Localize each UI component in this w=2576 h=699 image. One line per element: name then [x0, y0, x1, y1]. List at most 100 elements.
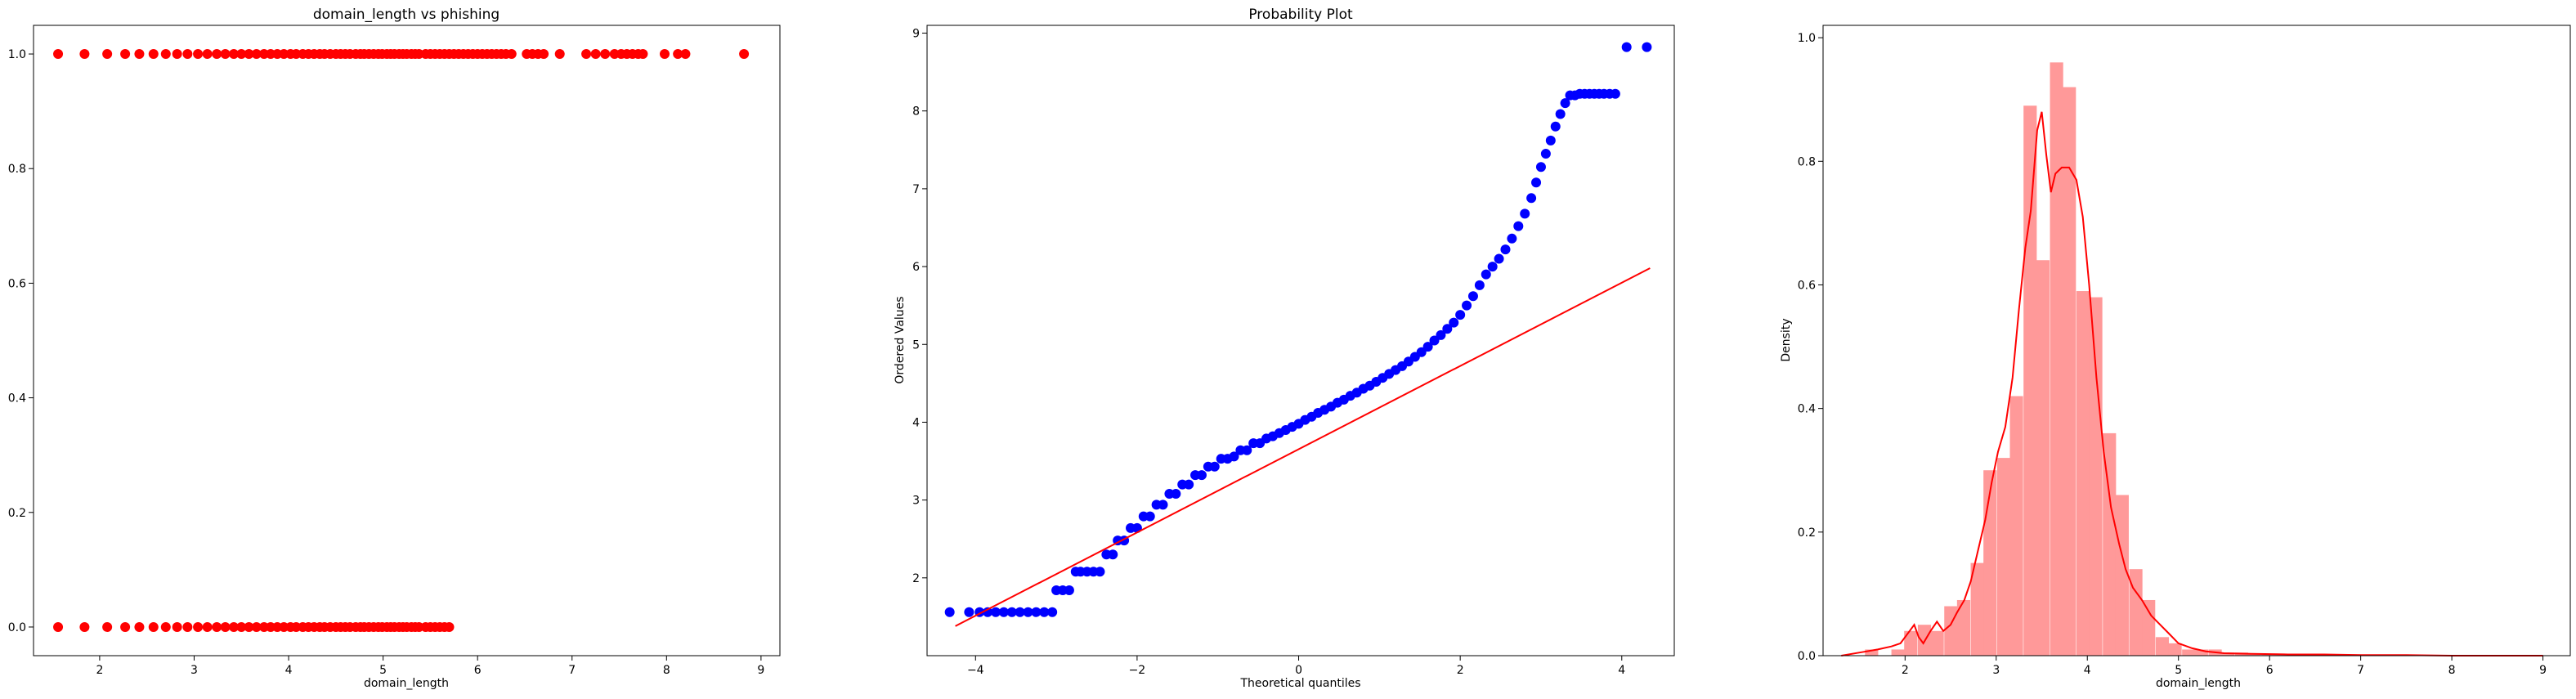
data-point	[539, 49, 549, 60]
data-point	[244, 49, 254, 60]
data-point	[1455, 310, 1466, 320]
histogram-bar	[1944, 606, 1958, 656]
data-point	[1642, 42, 1652, 52]
data-point	[1520, 208, 1530, 219]
probability-plot-title: Probability Plot	[1248, 7, 1353, 23]
data-point	[236, 621, 247, 632]
scatter-panel: domain_length vs phishing domain_length …	[8, 7, 781, 690]
data-point	[998, 607, 1009, 617]
histogram-bar	[2103, 432, 2117, 656]
data-point	[134, 621, 145, 632]
data-point	[202, 49, 213, 60]
data-point	[1474, 280, 1485, 290]
data-point	[102, 621, 113, 632]
probability-plot-y-tick-label: 9	[912, 28, 920, 41]
data-point	[79, 621, 90, 632]
data-point	[983, 607, 993, 617]
data-point	[600, 49, 611, 60]
histogram-bar	[2050, 62, 2063, 656]
histogram-bar	[2155, 637, 2170, 656]
data-point	[1229, 451, 1239, 462]
data-point	[220, 621, 231, 632]
scatter-y-tick-label: 0.8	[8, 163, 26, 176]
data-point	[1031, 607, 1042, 617]
data-point	[444, 621, 455, 632]
histogram-x-tick-label: 3	[1992, 664, 2000, 677]
histogram-bar	[2089, 297, 2103, 656]
probability-plot-panel: Probability Plot Theoretical quantiles O…	[894, 7, 1675, 690]
data-point	[236, 49, 247, 60]
scatter-y-tick-label: 0.6	[8, 277, 26, 290]
data-point	[1047, 607, 1058, 617]
data-point	[506, 49, 517, 60]
probability-plot-axes-frame	[926, 25, 1675, 656]
data-point	[1184, 479, 1194, 490]
data-point	[1481, 269, 1491, 280]
data-point	[172, 49, 182, 60]
data-point	[1467, 291, 1478, 302]
data-point	[1462, 300, 1472, 311]
data-point	[182, 49, 193, 60]
data-point	[1621, 42, 1632, 52]
data-point	[1513, 221, 1524, 231]
probability-plot-points	[944, 42, 1652, 627]
histogram-bar	[1956, 599, 1971, 656]
data-point	[1442, 324, 1453, 334]
data-point	[1171, 489, 1181, 500]
probability-plot-ticks: −4 −2 0 2 4 2 3 4 5 6 7 8 9	[912, 28, 1625, 677]
histogram-y-tick-label: 0.4	[1798, 403, 1816, 416]
histogram-bar	[1891, 649, 1905, 656]
scatter-axes-frame	[33, 25, 781, 656]
data-point	[1610, 88, 1620, 99]
probability-plot-y-tick-label: 4	[912, 416, 920, 429]
data-point	[1196, 470, 1207, 481]
histogram-bars-and-kde	[1841, 62, 2543, 656]
data-point	[134, 49, 145, 60]
data-point	[1422, 342, 1433, 352]
data-point	[120, 49, 131, 60]
data-point	[1064, 585, 1074, 596]
histogram-bar	[2115, 495, 2129, 656]
data-point	[1023, 607, 1033, 617]
scatter-points	[53, 49, 750, 632]
data-point	[212, 621, 222, 632]
histogram-bar	[2009, 396, 2023, 656]
data-point	[1429, 335, 1440, 346]
histogram-bar	[2182, 649, 2196, 656]
histogram-bar	[1970, 562, 1984, 656]
data-point	[739, 49, 750, 60]
scatter-y-tick-label: 0.2	[8, 507, 26, 520]
scatter-x-tick-label: 8	[663, 664, 670, 677]
probability-plot-x-axis-label: Theoretical quantiles	[1239, 677, 1360, 690]
data-point	[964, 607, 974, 617]
scatter-ticks: 2 3 4 5 6 7 8 9 0.0 0.2 0.4 0.6 0.8 1.0	[8, 48, 765, 677]
probability-plot-x-tick-label: 2	[1457, 664, 1464, 677]
data-point	[193, 621, 204, 632]
data-point	[660, 49, 670, 60]
histogram-x-tick-label: 9	[2539, 664, 2547, 677]
data-point	[182, 621, 193, 632]
histogram-x-tick-label: 7	[2357, 664, 2364, 677]
histogram-bar	[2247, 653, 2261, 656]
data-point	[102, 49, 113, 60]
data-point	[1555, 109, 1566, 119]
data-point	[1015, 607, 1025, 617]
data-point	[172, 621, 182, 632]
data-point	[1145, 511, 1155, 522]
histogram-bar	[2221, 652, 2235, 656]
data-point	[1507, 233, 1517, 244]
data-point	[1209, 461, 1220, 472]
data-point	[1535, 162, 1546, 173]
scatter-x-tick-label: 9	[757, 664, 764, 677]
data-point	[220, 49, 231, 60]
histogram-axes-frame	[1822, 25, 2571, 656]
probability-plot-y-tick-label: 6	[912, 261, 920, 274]
probability-plot-x-tick-label: −4	[967, 664, 984, 677]
scatter-x-axis-label: domain_length	[364, 677, 449, 690]
data-point	[1436, 329, 1446, 340]
data-point	[1449, 317, 1459, 328]
histogram-x-axis-label: domain_length	[2156, 677, 2241, 690]
histogram-y-tick-label: 0.0	[1798, 650, 1816, 663]
data-point	[160, 49, 171, 60]
